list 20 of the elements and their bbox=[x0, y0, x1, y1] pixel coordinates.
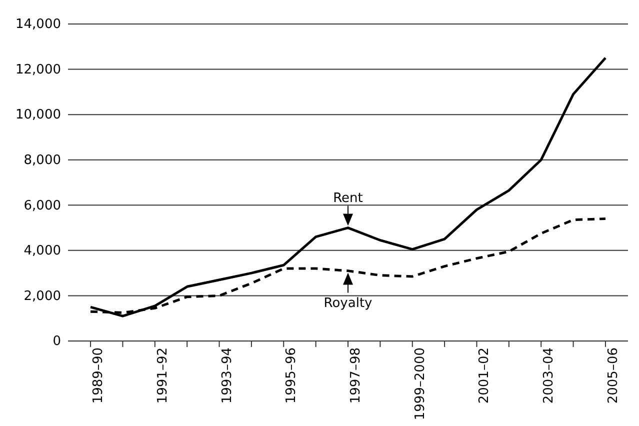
x-tick-label: 2003–04 bbox=[542, 348, 557, 404]
x-tick-label: 1999–2000 bbox=[412, 348, 428, 420]
x-tick-label: 2001–02 bbox=[477, 348, 492, 404]
y-tick-label: 4,000 bbox=[24, 244, 61, 259]
y-tick-label: 8,000 bbox=[24, 153, 61, 168]
y-tick-label: 10,000 bbox=[16, 108, 61, 123]
x-tick-label: 2005–06 bbox=[606, 348, 621, 404]
annotation: Royalty bbox=[324, 296, 373, 311]
x-tick-label: 1995–96 bbox=[284, 348, 300, 404]
line-series bbox=[89, 56, 607, 318]
annotation: Rent bbox=[333, 190, 363, 206]
y-tick-label: 2,000 bbox=[24, 288, 61, 304]
x-tick-label: 1989–90 bbox=[91, 348, 106, 404]
y-tick-label: 0 bbox=[52, 334, 61, 350]
x-tick-label: 1991–92 bbox=[155, 348, 170, 404]
y-tick-label: 14,000 bbox=[16, 17, 61, 32]
x-tick-label: 1993–94 bbox=[220, 348, 235, 404]
y-tick-label: 6,000 bbox=[24, 198, 61, 214]
y-tick-label: 12,000 bbox=[16, 62, 61, 78]
x-tick-label: 1997–98 bbox=[348, 348, 364, 404]
